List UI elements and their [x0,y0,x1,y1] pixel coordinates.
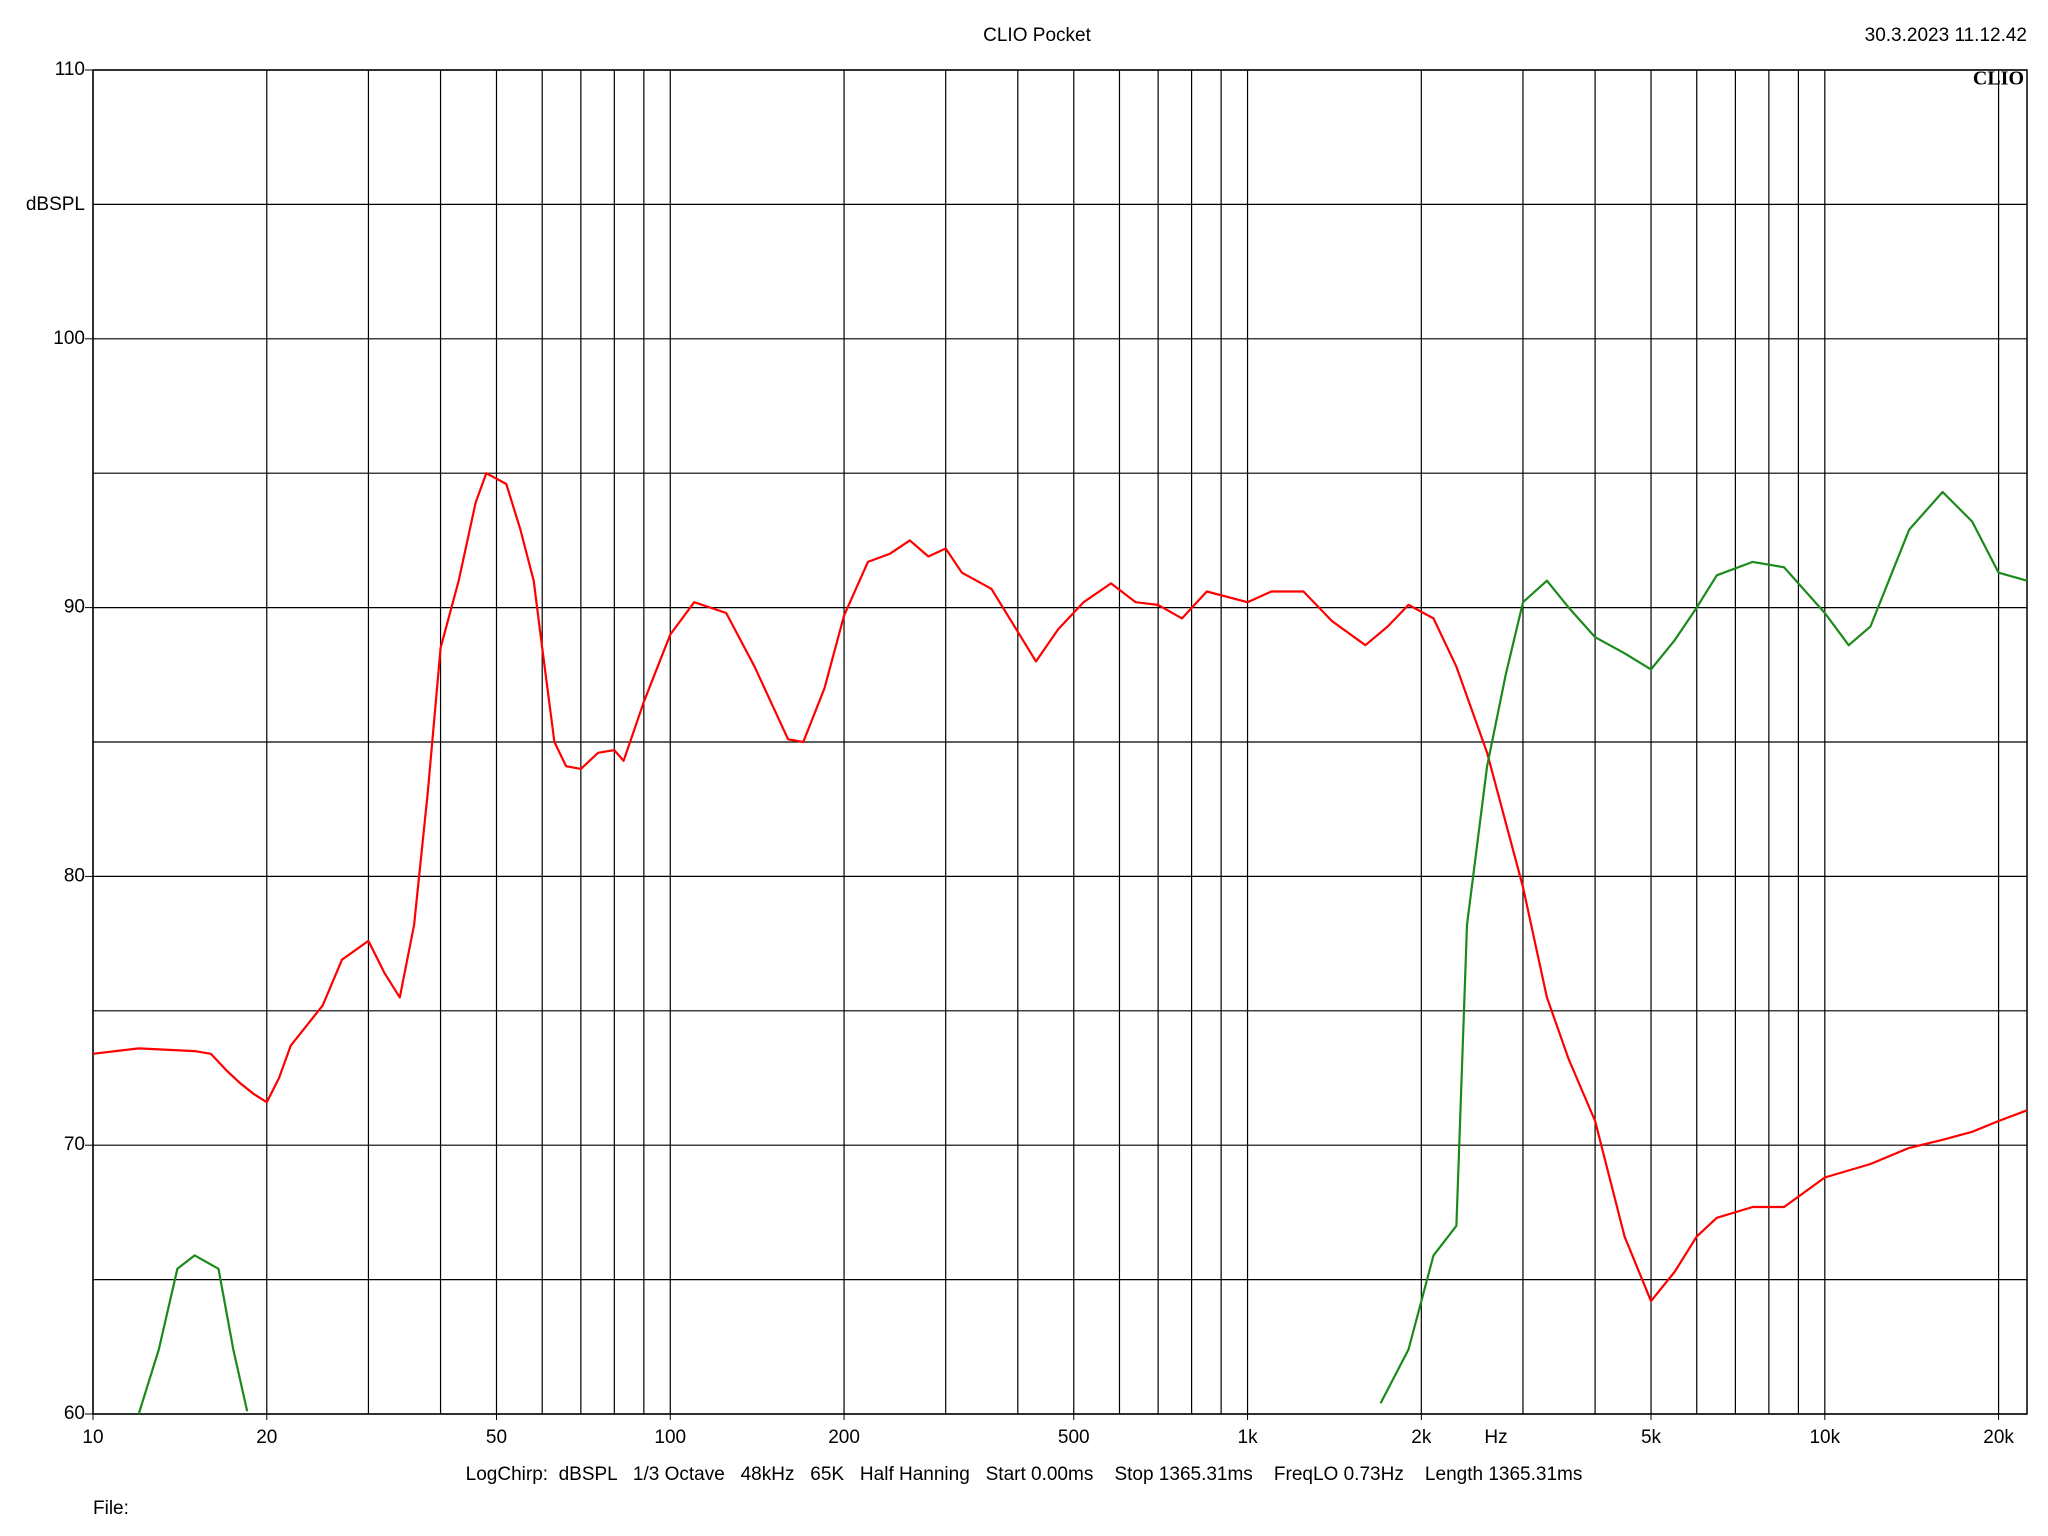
x-tick-label: 100 [654,1427,686,1448]
x-tick-label: 500 [1058,1427,1090,1448]
x-tick-label: 200 [828,1427,860,1448]
x-tick-label: 20k [1983,1427,2014,1448]
series-line [92,472,2028,1303]
y-tick-label: 110 [55,59,85,80]
y-tick-label: 70 [64,1134,85,1155]
series-line [137,490,2028,1415]
file-label: File: [93,1498,129,1519]
y-tick-label: 90 [64,597,85,618]
timestamp: 30.3.2023 11.12.42 [1865,25,2027,46]
footer: LogChirp: dBSPL 1/3 Octave 48kHz 65K Hal… [466,1464,1583,1485]
x-tick-label: 1k [1238,1427,1259,1448]
y-tick-label: 80 [64,865,85,886]
x-tick-label: 2k [1411,1427,1432,1448]
chart-title: CLIO Pocket [983,25,1091,46]
x-tick-label: 50 [486,1427,507,1448]
x-tick-label: 5k [1641,1427,1662,1448]
x-tick-label: 20 [256,1427,277,1448]
x-axis-label: Hz [1484,1427,1507,1448]
y-tick-label: 60 [64,1403,85,1424]
x-tick-label: 10k [1809,1427,1840,1448]
y-tick-label: 100 [53,328,85,349]
y-axis-label: dBSPL [26,194,85,215]
x-tick-label: 10 [82,1427,103,1448]
